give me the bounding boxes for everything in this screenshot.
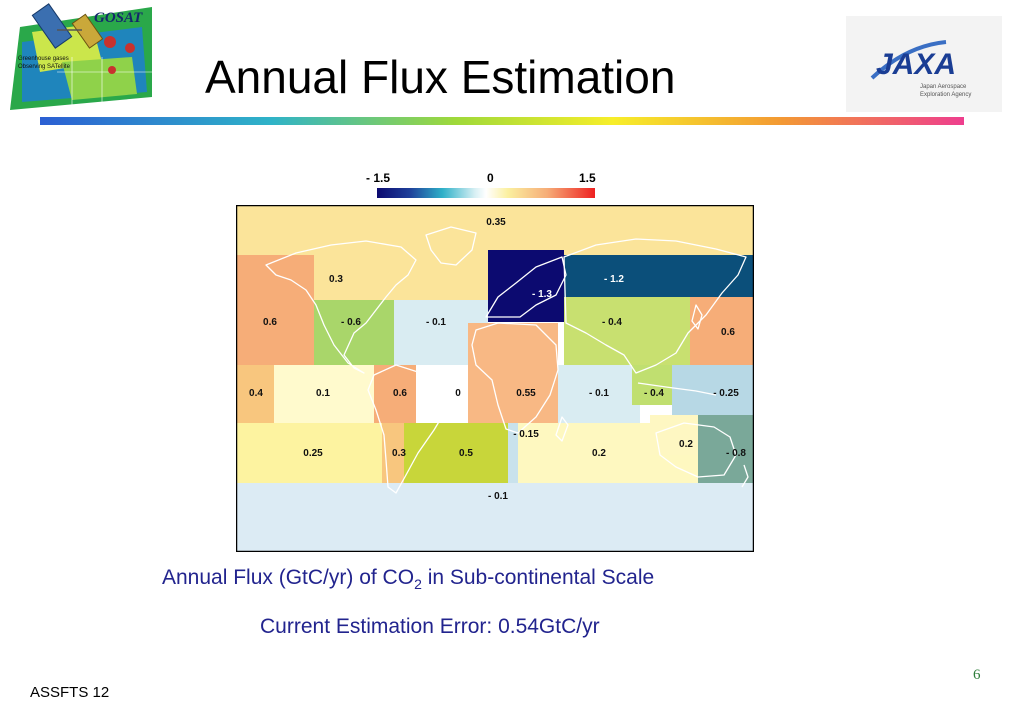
jaxa-logo: JAXA Japan Aerospace Exploration Agency: [846, 16, 1002, 112]
region-17-label: 0.25: [303, 448, 323, 459]
region-12-label: 0: [455, 388, 461, 399]
caption-line-1-suffix: in Sub-continental Scale: [421, 566, 655, 589]
region-7-rect: [564, 297, 690, 365]
region-24-rect: [236, 483, 754, 552]
region-13-rect: [468, 323, 558, 423]
flux-map: 0.35 0.3 - 1.3 - 1.2 0.6 - 0.6 - 0.1 - 0…: [236, 205, 754, 552]
region-18-rect: [382, 423, 404, 483]
region-10-label: 0.1: [316, 388, 330, 399]
region-17-rect: [236, 423, 382, 483]
region-5-label: - 0.6: [341, 317, 361, 328]
region-15-label: - 0.4: [644, 388, 664, 399]
region-9-label: 0.4: [249, 388, 263, 399]
region-22-label: 0.2: [679, 439, 693, 450]
region-2-rect: [488, 250, 564, 322]
page-title: Annual Flux Estimation: [205, 51, 676, 103]
region-7-label: - 0.4: [602, 317, 622, 328]
region-14-label: - 0.1: [589, 388, 609, 399]
gosat-logo-text: GOSAT: [94, 10, 143, 26]
region-3-rect: [564, 255, 754, 297]
region-3-label: - 1.2: [604, 274, 624, 285]
footer-text: ASSFTS 12: [30, 684, 110, 701]
region-20-label: - 0.15: [513, 429, 539, 440]
region-13-label: 0.55: [516, 388, 536, 399]
caption-line-2: Current Estimation Error: 0.54GtC/yr: [260, 615, 600, 638]
region-6-label: - 0.1: [426, 317, 446, 328]
region-19-rect: [404, 423, 518, 483]
caption-subscript: 2: [414, 576, 422, 593]
region-4-rect: [236, 255, 314, 365]
gosat-tagline-1: Greenhouse gases: [18, 56, 69, 62]
region-8-rect: [690, 297, 754, 365]
gosat-tagline-2: Observing SATellite: [18, 64, 71, 70]
region-2-label: - 1.3: [532, 289, 552, 300]
legend-mid-label: 0: [487, 171, 494, 185]
region-4-label: 0.6: [263, 317, 277, 328]
caption-line-1: Annual Flux (GtC/yr) of CO2 in Sub-conti…: [162, 566, 654, 592]
coastlines: [265, 226, 749, 494]
page-number: 6: [973, 667, 981, 683]
rainbow-divider: [40, 117, 964, 125]
legend-max-label: 1.5: [579, 171, 596, 185]
region-0-rect: [236, 205, 754, 255]
region-0-label: 0.35: [486, 217, 506, 228]
region-18-label: 0.3: [392, 448, 406, 459]
region-21-label: 0.2: [592, 448, 606, 459]
gosat-logo: GOSAT Greenhouse gases Observing SATelli…: [10, 3, 152, 110]
region-11-label: 0.6: [393, 388, 407, 399]
region-9-rect: [236, 365, 274, 423]
legend-min-label: - 1.5: [366, 171, 390, 185]
region-14-rect: [558, 365, 640, 423]
color-scale-legend: - 1.5 0 1.5: [366, 171, 596, 198]
region-22-rect: [650, 415, 704, 455]
region-23-label: - 0.8: [726, 448, 746, 459]
jaxa-sub-1: Japan Aerospace: [920, 84, 967, 90]
region-24-label: - 0.1: [488, 491, 508, 502]
region-10-rect: [274, 365, 374, 423]
region-8-label: 0.6: [721, 327, 735, 338]
caption-line-1-prefix: Annual Flux (GtC/yr) of CO: [162, 566, 415, 589]
legend-color-bar: [377, 188, 595, 198]
region-19-label: 0.5: [459, 448, 473, 459]
jaxa-sub-2: Exploration Agency: [920, 92, 971, 98]
satellite-icon: [31, 3, 104, 49]
jaxa-logo-text: JAXA: [876, 48, 956, 81]
region-16-label: - 0.25: [713, 388, 739, 399]
region-1-label: 0.3: [329, 274, 343, 285]
